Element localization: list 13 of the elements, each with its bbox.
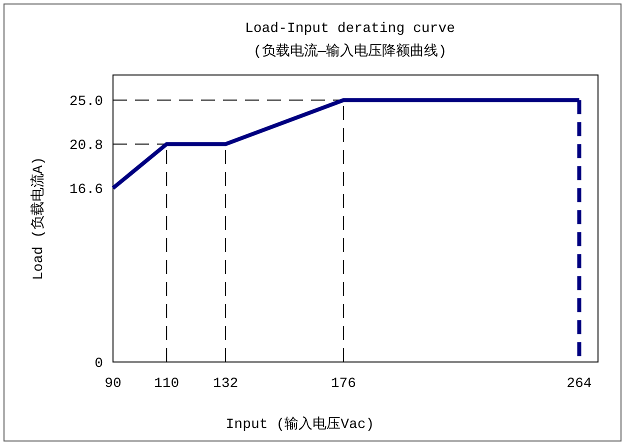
- chart-title: Load-Input derating curve: [244, 21, 456, 37]
- x-tick-label: 110: [154, 376, 180, 392]
- y-tick-label: 20.8: [69, 138, 103, 154]
- x-tick-label: 132: [212, 376, 238, 392]
- chart-subtitle: (负载电流—输入电压降额曲线): [253, 43, 447, 60]
- x-axis-title: Input (输入电压Vac): [226, 416, 374, 433]
- y-tick-label: 16.6: [69, 182, 103, 198]
- y-tick-label: 0: [94, 356, 103, 372]
- x-tick-label: 264: [566, 376, 592, 392]
- x-tick-label: 90: [104, 376, 122, 392]
- y-tick-label: 25.0: [69, 94, 103, 110]
- x-tick-label: 176: [330, 376, 356, 392]
- y-axis-title: Load (负载电流A): [30, 156, 47, 280]
